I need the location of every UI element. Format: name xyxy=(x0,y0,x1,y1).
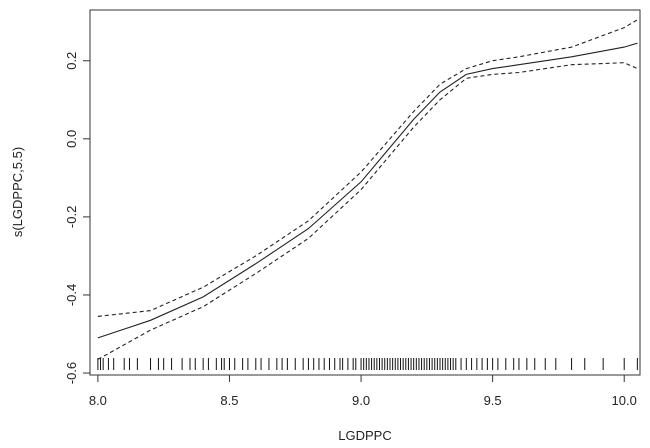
x-tick-label: 9.5 xyxy=(484,393,502,408)
rug-ticks xyxy=(97,358,638,370)
y-tick-label: -0.4 xyxy=(64,284,79,306)
y-tick-label: -0.2 xyxy=(64,206,79,228)
y-tick-label: -0.6 xyxy=(64,362,79,384)
x-axis-label: LGDPPC xyxy=(338,428,391,443)
x-tick-label: 8.5 xyxy=(220,393,238,408)
x-axis: 8.0 8.5 9.0 9.5 10.0 xyxy=(89,374,637,408)
smooth-fit-line xyxy=(97,42,638,339)
y-tick-label: 0.0 xyxy=(64,130,79,148)
y-tick-label: 0.2 xyxy=(64,52,79,70)
upper-band-line xyxy=(97,19,638,317)
x-tick-label: 9.0 xyxy=(352,393,370,408)
y-axis: -0.6 -0.4 -0.2 0.0 0.2 xyxy=(64,52,91,384)
lower-band-line xyxy=(97,62,638,360)
x-tick-label: 10.0 xyxy=(612,393,637,408)
y-axis-label: s(LGDPPC,5.5) xyxy=(10,147,25,237)
x-tick-label: 8.0 xyxy=(89,393,107,408)
series-group xyxy=(97,19,638,360)
